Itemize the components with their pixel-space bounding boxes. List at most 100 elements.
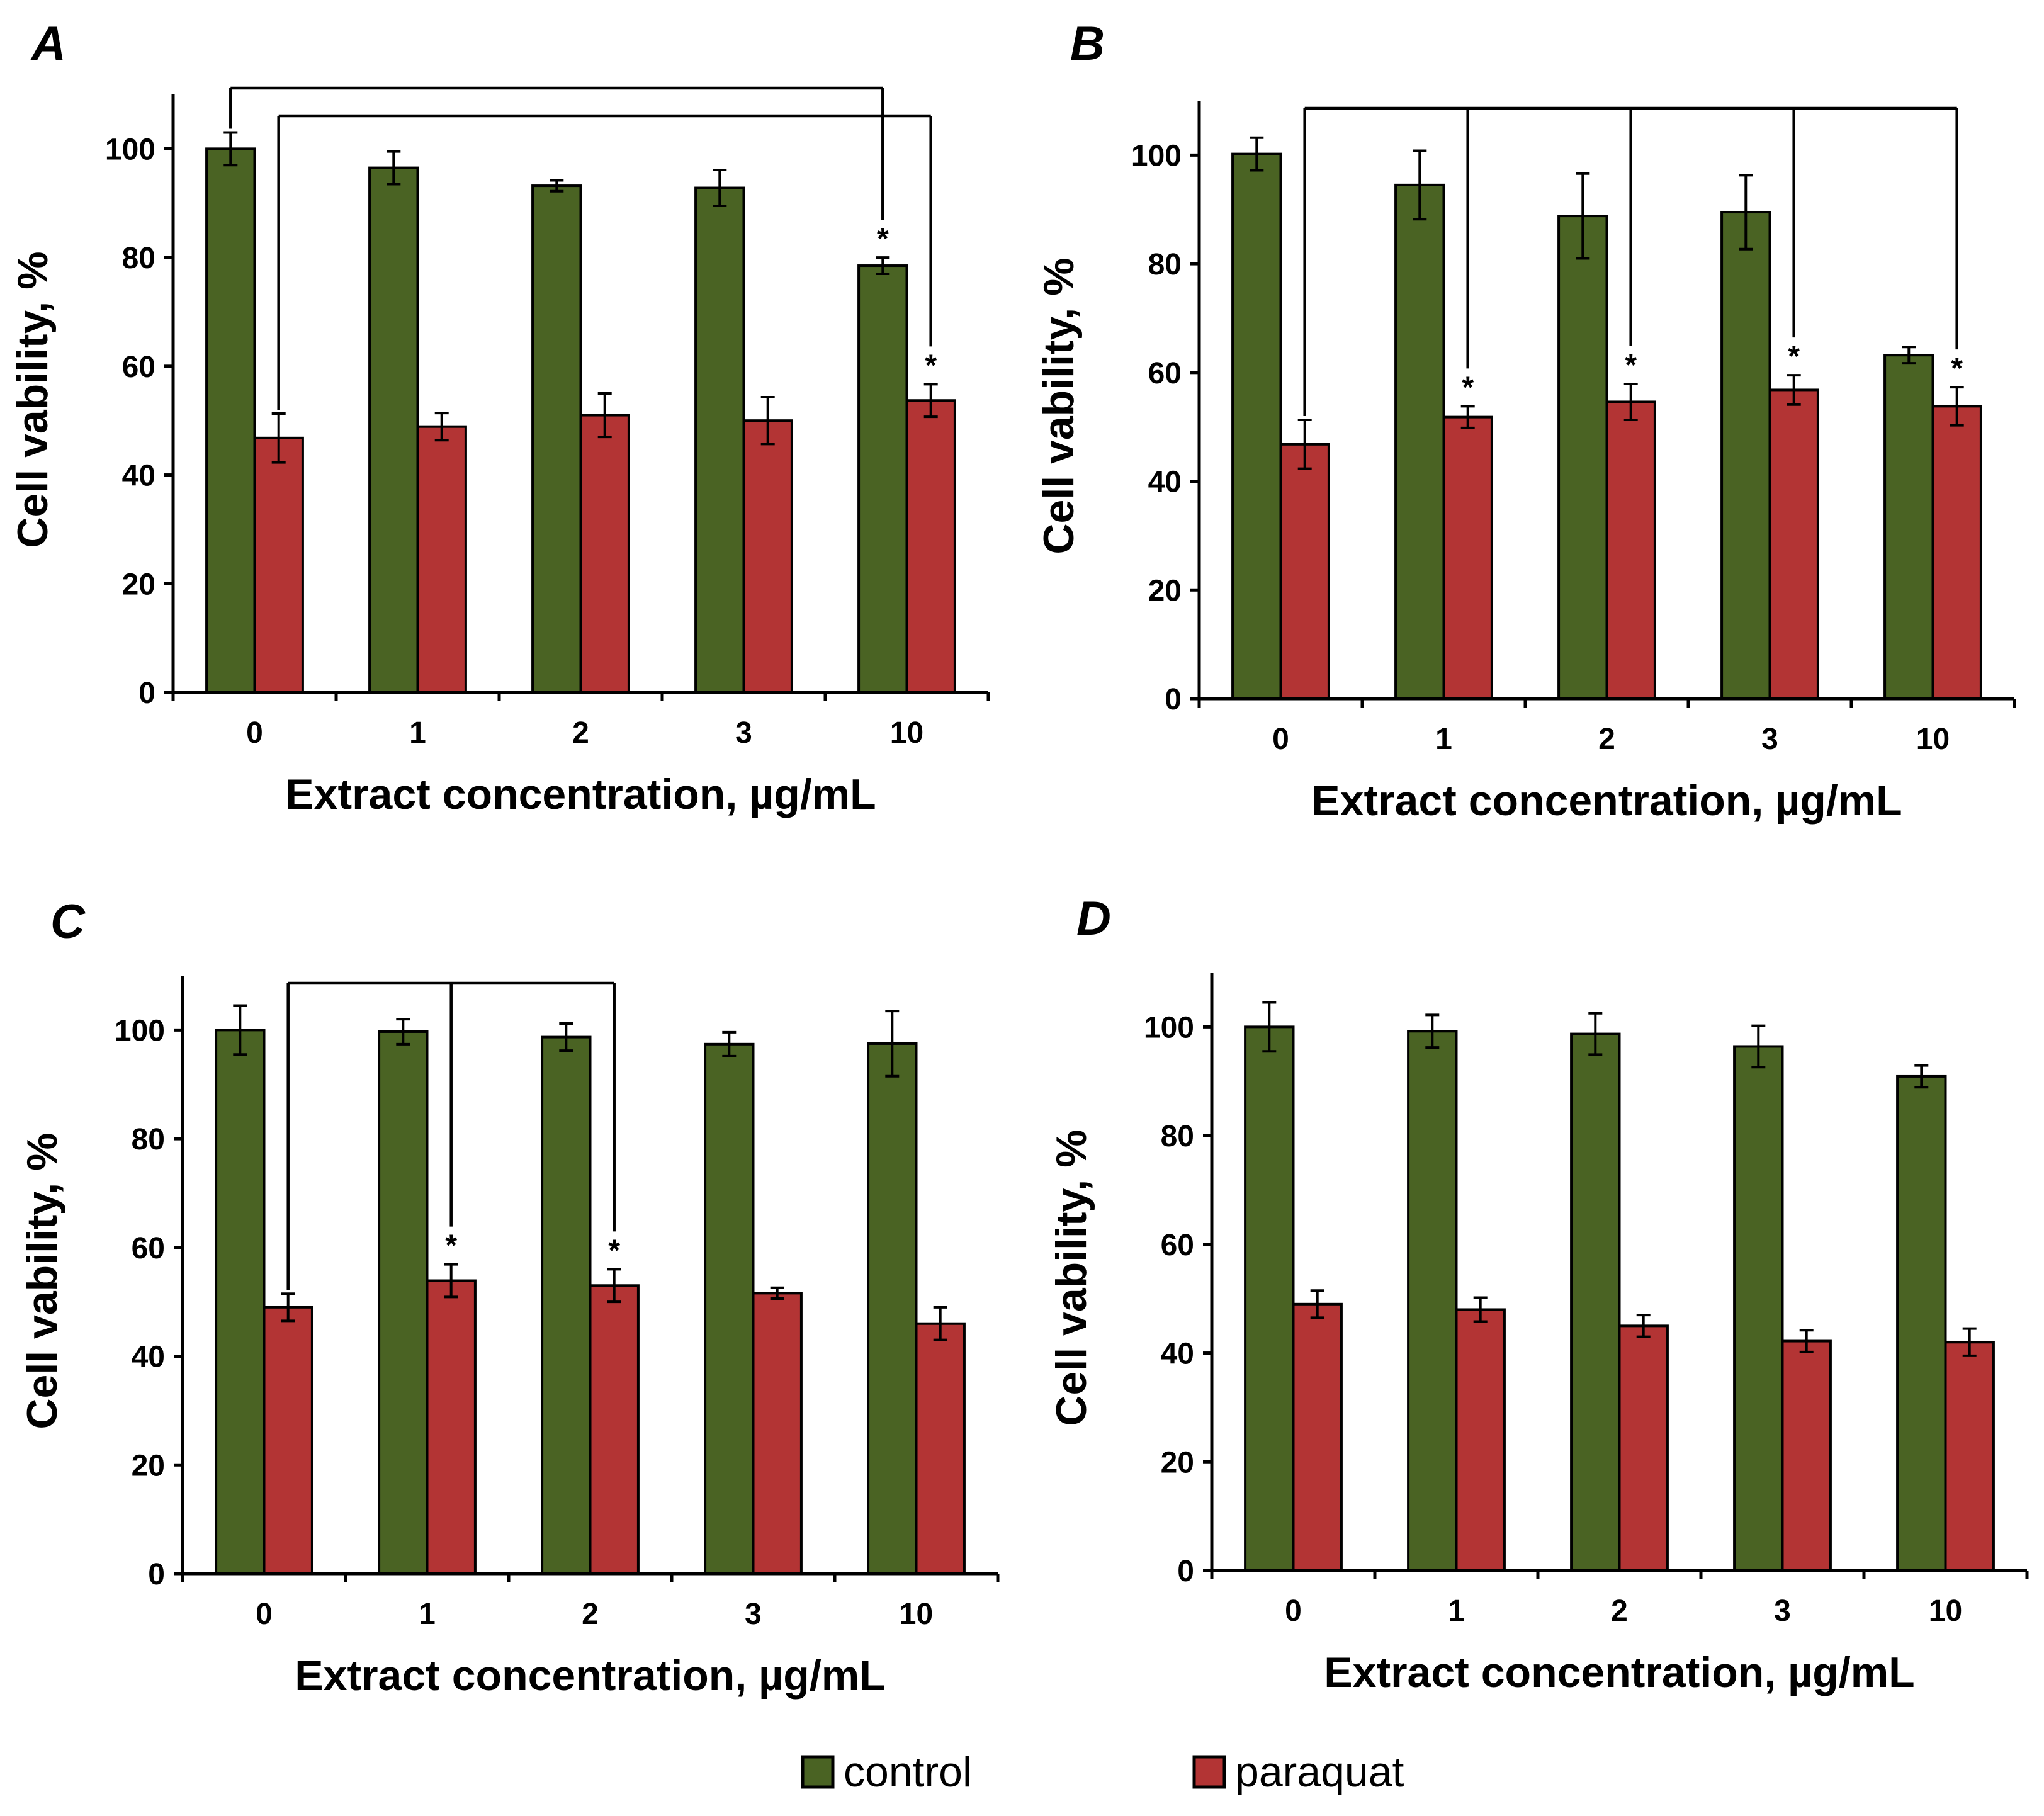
x-tick-label: 0: [1272, 723, 1289, 756]
x-tick-label: 0: [1285, 1594, 1302, 1628]
x-tick-label: 0: [256, 1598, 273, 1631]
x-tick-label: 2: [1598, 723, 1615, 756]
panel-d: D 0 20 40 60 80 100 0 1 2 3 10 Extract concentration…: [1047, 892, 2029, 1696]
y-tick-label: 60: [132, 1232, 165, 1265]
x-tick-label: 10: [890, 716, 923, 750]
legend-swatch-control: [801, 1755, 835, 1789]
y-tick-label: 40: [1161, 1338, 1194, 1371]
bar-paraquat: [253, 436, 304, 694]
y-tick-label: 100: [115, 1014, 165, 1047]
y-tick-label: 20: [1148, 574, 1182, 607]
bar-paraquat: [1442, 415, 1493, 700]
y-tick-label: 20: [132, 1449, 165, 1482]
legend-label-control: control: [844, 1748, 972, 1796]
y-tick-label: 100: [1131, 139, 1182, 172]
bar-paraquat: [1931, 405, 1982, 700]
bar-control: [205, 147, 256, 694]
bar-paraquat: [1618, 1324, 1669, 1572]
bar-control: [1407, 1030, 1458, 1572]
x-tick-label: 1: [1448, 1594, 1465, 1628]
bar-control: [704, 1042, 755, 1576]
y-tick-label: 80: [1161, 1120, 1194, 1153]
x-tick-label: 3: [1774, 1594, 1791, 1628]
x-tick-label: 2: [582, 1598, 599, 1631]
x-axis-title: Extract concentration, µg/mL: [1311, 777, 1902, 825]
panel-a: A 0 20 40 60 80 100 0 1 2 3 10 Extract concentration…: [9, 17, 990, 818]
bar-control: [368, 166, 419, 694]
legend: control paraquat: [801, 1748, 1404, 1796]
bar-paraquat: [1944, 1341, 1995, 1572]
y-tick-label: 40: [1148, 466, 1182, 499]
panel-b: B 0 20 40 60 80 100 0 1 2 3 10 Extract concentration…: [1035, 17, 2016, 825]
bar-control: [1720, 211, 1771, 700]
x-axis-title: Extract concentration, µg/mL: [295, 1652, 885, 1700]
x-tick-label: 1: [1435, 723, 1452, 756]
bar-control: [1244, 1025, 1295, 1572]
significance-star: *: [1788, 340, 1800, 373]
bar-control: [215, 1029, 266, 1575]
y-tick-label: 60: [1161, 1229, 1194, 1262]
bar-paraquat: [1455, 1308, 1506, 1572]
x-tick-label: 2: [1611, 1594, 1628, 1628]
bar-control: [531, 184, 582, 694]
x-tick-label: 10: [900, 1598, 933, 1631]
y-tick-label: 20: [122, 568, 155, 601]
panel-c: C 0 20 40 60 80 100 0 1 2 3 10 Extract concentration…: [18, 895, 1000, 1700]
bar-control: [541, 1035, 592, 1576]
x-tick-label: 10: [1929, 1594, 1962, 1628]
panel-label-b: B: [1070, 17, 1105, 70]
bar-paraquat: [905, 399, 956, 694]
y-axis-title: Cell vability, %: [18, 1132, 66, 1429]
bar-paraquat: [426, 1279, 477, 1575]
significance-star: *: [608, 1234, 620, 1267]
bar-control: [1570, 1032, 1621, 1572]
significance-star: *: [1625, 349, 1637, 382]
x-tick-label: 2: [572, 716, 589, 750]
bar-paraquat: [263, 1306, 313, 1575]
x-tick-label: 10: [1916, 723, 1950, 756]
bar-paraquat: [1768, 388, 1819, 700]
significance-star: *: [1462, 371, 1474, 404]
y-tick-label: 0: [148, 1558, 165, 1591]
bar-paraquat: [1605, 400, 1656, 700]
y-tick-label: 20: [1161, 1446, 1194, 1479]
x-tick-label: 3: [735, 716, 752, 750]
y-tick-label: 100: [1144, 1011, 1194, 1044]
bar-control: [1394, 183, 1445, 700]
bar-paraquat: [915, 1322, 966, 1576]
y-tick-label: 80: [122, 242, 155, 275]
x-tick-label: 3: [1761, 723, 1778, 756]
bar-control: [1231, 152, 1282, 701]
y-tick-label: 40: [132, 1341, 165, 1374]
bar-paraquat: [1781, 1339, 1832, 1572]
bar-paraquat: [1279, 443, 1330, 700]
bar-control: [694, 186, 745, 694]
y-tick-label: 0: [1165, 683, 1182, 716]
y-tick-label: 40: [122, 460, 155, 493]
legend-label-paraquat: paraquat: [1235, 1748, 1404, 1796]
bar-control: [1896, 1074, 1947, 1572]
y-axis-title: Cell vability, %: [1035, 257, 1083, 554]
y-tick-label: 80: [1148, 248, 1182, 281]
bar-control: [1883, 354, 1934, 700]
y-tick-label: 100: [105, 133, 155, 166]
y-tick-label: 0: [138, 677, 155, 710]
y-tick-label: 60: [122, 351, 155, 384]
x-tick-label: 0: [246, 716, 263, 750]
panel-label-c: C: [50, 895, 86, 949]
y-axis-title: Cell vability, %: [1047, 1129, 1095, 1426]
bar-paraquat: [752, 1292, 803, 1575]
bar-paraquat: [416, 425, 467, 694]
significance-star: *: [925, 349, 937, 382]
x-axis-title: Extract concentration, µg/mL: [1324, 1649, 1914, 1696]
bar-control: [867, 1042, 918, 1576]
y-tick-label: 80: [132, 1123, 165, 1156]
legend-swatch-paraquat: [1192, 1755, 1226, 1789]
x-tick-label: 3: [745, 1598, 762, 1631]
bar-control: [857, 264, 908, 694]
x-tick-label: 1: [419, 1598, 436, 1631]
bar-control: [378, 1030, 429, 1576]
bar-control: [1733, 1045, 1784, 1572]
bar-control: [1557, 215, 1608, 701]
panel-label-d: D: [1076, 892, 1111, 945]
